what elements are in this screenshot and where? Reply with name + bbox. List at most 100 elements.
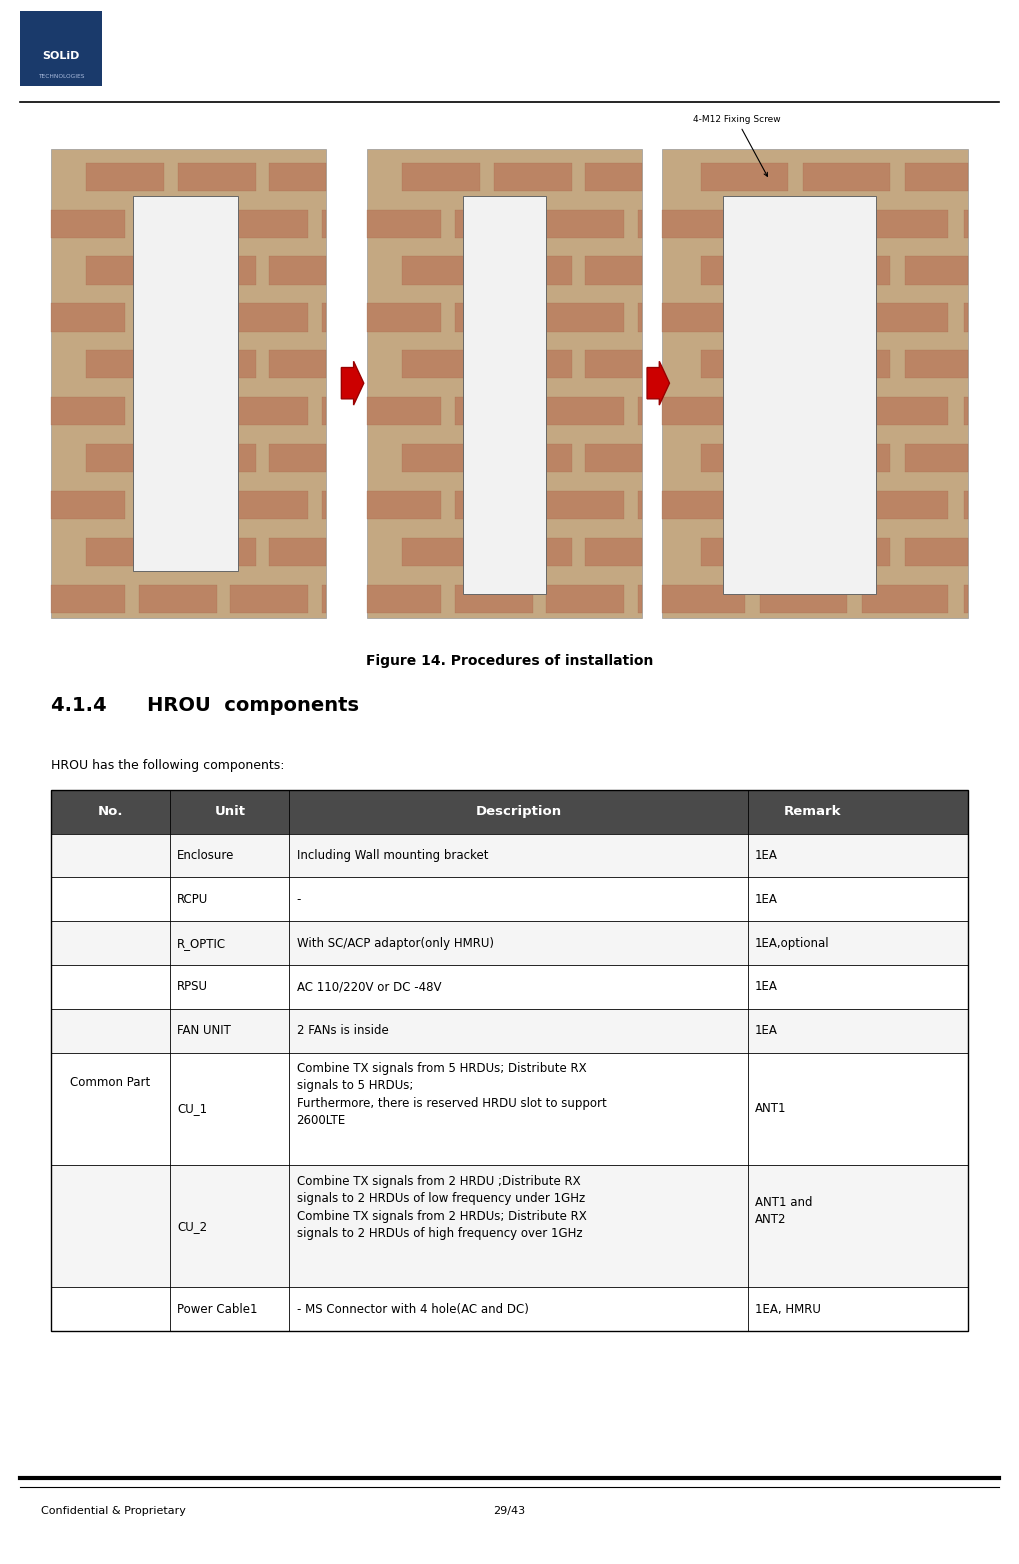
- Bar: [463, 196, 546, 594]
- Bar: [86, 444, 164, 472]
- Bar: [964, 585, 968, 613]
- Bar: [803, 538, 890, 566]
- Bar: [177, 350, 256, 378]
- Bar: [662, 491, 745, 519]
- Bar: [230, 210, 309, 238]
- Bar: [454, 491, 533, 519]
- Text: Combine TX signals from 5 HRDUs; Distribute RX
signals to 5 HRDUs;
Furthermore, : Combine TX signals from 5 HRDUs; Distrib…: [297, 1062, 606, 1128]
- Bar: [701, 256, 788, 285]
- Bar: [322, 491, 326, 519]
- Bar: [546, 210, 625, 238]
- Bar: [964, 491, 968, 519]
- Bar: [585, 350, 642, 378]
- Bar: [546, 585, 625, 613]
- Bar: [51, 790, 968, 1331]
- Bar: [86, 163, 164, 191]
- Bar: [585, 538, 642, 566]
- Bar: [401, 256, 480, 285]
- Text: CU_2: CU_2: [177, 1220, 208, 1232]
- Bar: [139, 491, 217, 519]
- Text: Enclosure: Enclosure: [177, 849, 234, 862]
- Bar: [86, 256, 164, 285]
- Bar: [701, 538, 788, 566]
- Bar: [585, 256, 642, 285]
- Bar: [862, 303, 949, 332]
- Bar: [322, 585, 326, 613]
- Bar: [862, 397, 949, 425]
- Bar: [322, 303, 326, 332]
- Text: Confidential & Proprietary: Confidential & Proprietary: [41, 1506, 185, 1516]
- Text: AC 110/220V or DC -48V: AC 110/220V or DC -48V: [297, 981, 441, 993]
- Bar: [493, 163, 572, 191]
- Bar: [401, 444, 480, 472]
- Text: 1EA: 1EA: [755, 1024, 777, 1037]
- Bar: [177, 444, 256, 472]
- Text: 1EA: 1EA: [755, 893, 777, 906]
- Bar: [662, 210, 745, 238]
- Bar: [760, 585, 847, 613]
- Bar: [230, 491, 309, 519]
- Bar: [230, 303, 309, 332]
- Bar: [803, 444, 890, 472]
- Bar: [803, 350, 890, 378]
- Bar: [139, 210, 217, 238]
- Bar: [51, 877, 968, 921]
- Bar: [51, 1287, 968, 1331]
- Bar: [964, 210, 968, 238]
- Bar: [367, 585, 441, 613]
- Bar: [862, 210, 949, 238]
- Bar: [546, 303, 625, 332]
- Bar: [322, 397, 326, 425]
- Text: ANT1: ANT1: [755, 1103, 787, 1115]
- Bar: [230, 585, 309, 613]
- Bar: [139, 585, 217, 613]
- Bar: [493, 350, 572, 378]
- Bar: [401, 350, 480, 378]
- Bar: [701, 350, 788, 378]
- Bar: [269, 256, 326, 285]
- Bar: [662, 397, 745, 425]
- Text: 29/43: 29/43: [493, 1506, 526, 1516]
- Bar: [662, 149, 968, 618]
- Bar: [701, 444, 788, 472]
- Bar: [862, 585, 949, 613]
- Bar: [638, 585, 642, 613]
- Bar: [454, 303, 533, 332]
- Bar: [51, 303, 125, 332]
- Bar: [760, 210, 847, 238]
- Bar: [585, 444, 642, 472]
- Bar: [51, 491, 125, 519]
- Bar: [51, 1009, 968, 1053]
- Bar: [905, 350, 968, 378]
- Text: 1EA: 1EA: [755, 981, 777, 993]
- Bar: [51, 149, 326, 618]
- Bar: [493, 538, 572, 566]
- Bar: [139, 397, 217, 425]
- Text: 1EA, HMRU: 1EA, HMRU: [755, 1303, 821, 1315]
- Text: Common Part: Common Part: [70, 1076, 151, 1089]
- Text: -: -: [297, 893, 301, 906]
- Bar: [454, 397, 533, 425]
- Text: ANT1 and
ANT2: ANT1 and ANT2: [755, 1196, 812, 1226]
- Bar: [139, 303, 217, 332]
- Bar: [723, 196, 876, 594]
- Bar: [367, 210, 441, 238]
- Bar: [546, 491, 625, 519]
- Bar: [51, 921, 968, 965]
- Text: Combine TX signals from 2 HRDU ;Distribute RX
signals to 2 HRDUs of low frequenc: Combine TX signals from 2 HRDU ;Distribu…: [297, 1175, 586, 1240]
- Bar: [701, 163, 788, 191]
- Bar: [51, 790, 968, 834]
- Text: Including Wall mounting bracket: Including Wall mounting bracket: [297, 849, 488, 862]
- Bar: [230, 397, 309, 425]
- Bar: [51, 1053, 968, 1165]
- Bar: [367, 491, 441, 519]
- Bar: [51, 585, 125, 613]
- Text: No.: No.: [98, 805, 123, 818]
- Text: 1EA,optional: 1EA,optional: [755, 937, 829, 949]
- Text: Description: Description: [476, 805, 561, 818]
- Bar: [546, 397, 625, 425]
- Bar: [964, 397, 968, 425]
- Text: 4.1.4      HROU  components: 4.1.4 HROU components: [51, 696, 359, 715]
- Bar: [51, 210, 125, 238]
- Bar: [51, 965, 968, 1009]
